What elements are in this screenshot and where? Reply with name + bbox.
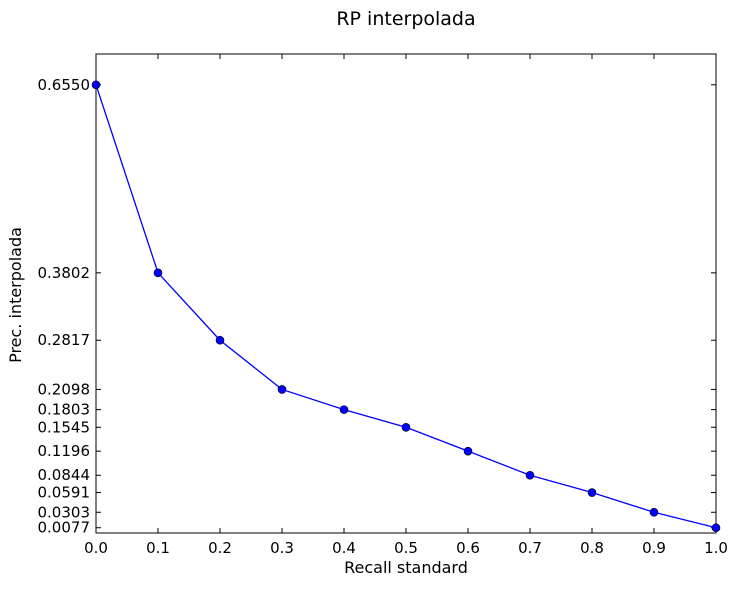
data-point bbox=[525, 470, 535, 480]
data-point bbox=[587, 488, 597, 497]
x-tick-label: 0.7 bbox=[518, 539, 542, 557]
plot-area: 0.0 0.1 0.2 0.3 0.4 0.5 0.6 0.7 0.8 0.9 1.00.00770… bbox=[38, 53, 728, 557]
data-point bbox=[401, 422, 411, 432]
chart-title: RP interpolada bbox=[336, 8, 475, 30]
x-tick-label: 0.3 bbox=[270, 539, 294, 557]
y-axis-label: Prec. interpolada bbox=[6, 227, 25, 363]
x-tick-label: 0.9 bbox=[642, 539, 666, 557]
y-tick-label: 0.6550 bbox=[38, 76, 91, 94]
series-line bbox=[95, 84, 717, 529]
x-tick-label: 0.5 bbox=[394, 539, 418, 557]
y-tick-label: 0.0077 bbox=[38, 519, 91, 537]
data-point bbox=[215, 335, 225, 345]
x-tick-label: 1.0 bbox=[704, 539, 728, 557]
y-tick-label: 0.2098 bbox=[38, 380, 91, 398]
y-tick-label: 0.1803 bbox=[38, 401, 91, 419]
x-tick-label: 0.1 bbox=[146, 539, 170, 557]
y-tick-label: 0.0303 bbox=[38, 503, 91, 521]
data-point bbox=[463, 446, 473, 456]
y-tick-label: 0.0844 bbox=[38, 466, 91, 484]
data-point bbox=[153, 268, 163, 278]
data-point bbox=[339, 405, 349, 414]
y-tick-label: 0.1545 bbox=[38, 418, 91, 436]
data-point bbox=[91, 80, 101, 90]
y-tick-label: 0.0591 bbox=[38, 484, 91, 502]
x-tick-label: 0.4 bbox=[332, 539, 356, 557]
data-point bbox=[711, 523, 721, 533]
x-axis-label: Recall standard bbox=[344, 558, 468, 577]
data-point bbox=[277, 385, 287, 394]
y-tick-label: 0.2817 bbox=[38, 331, 91, 349]
y-tick-label: 0.1196 bbox=[38, 442, 91, 460]
plot-frame bbox=[95, 53, 717, 534]
x-tick-label: 0.8 bbox=[580, 539, 604, 557]
y-tick-label: 0.3802 bbox=[38, 264, 91, 282]
x-tick-label: 0.2 bbox=[208, 539, 232, 557]
x-tick-label: 0.6 bbox=[456, 539, 480, 557]
data-point bbox=[649, 507, 659, 517]
x-tick-label: 0.0 bbox=[84, 539, 108, 557]
